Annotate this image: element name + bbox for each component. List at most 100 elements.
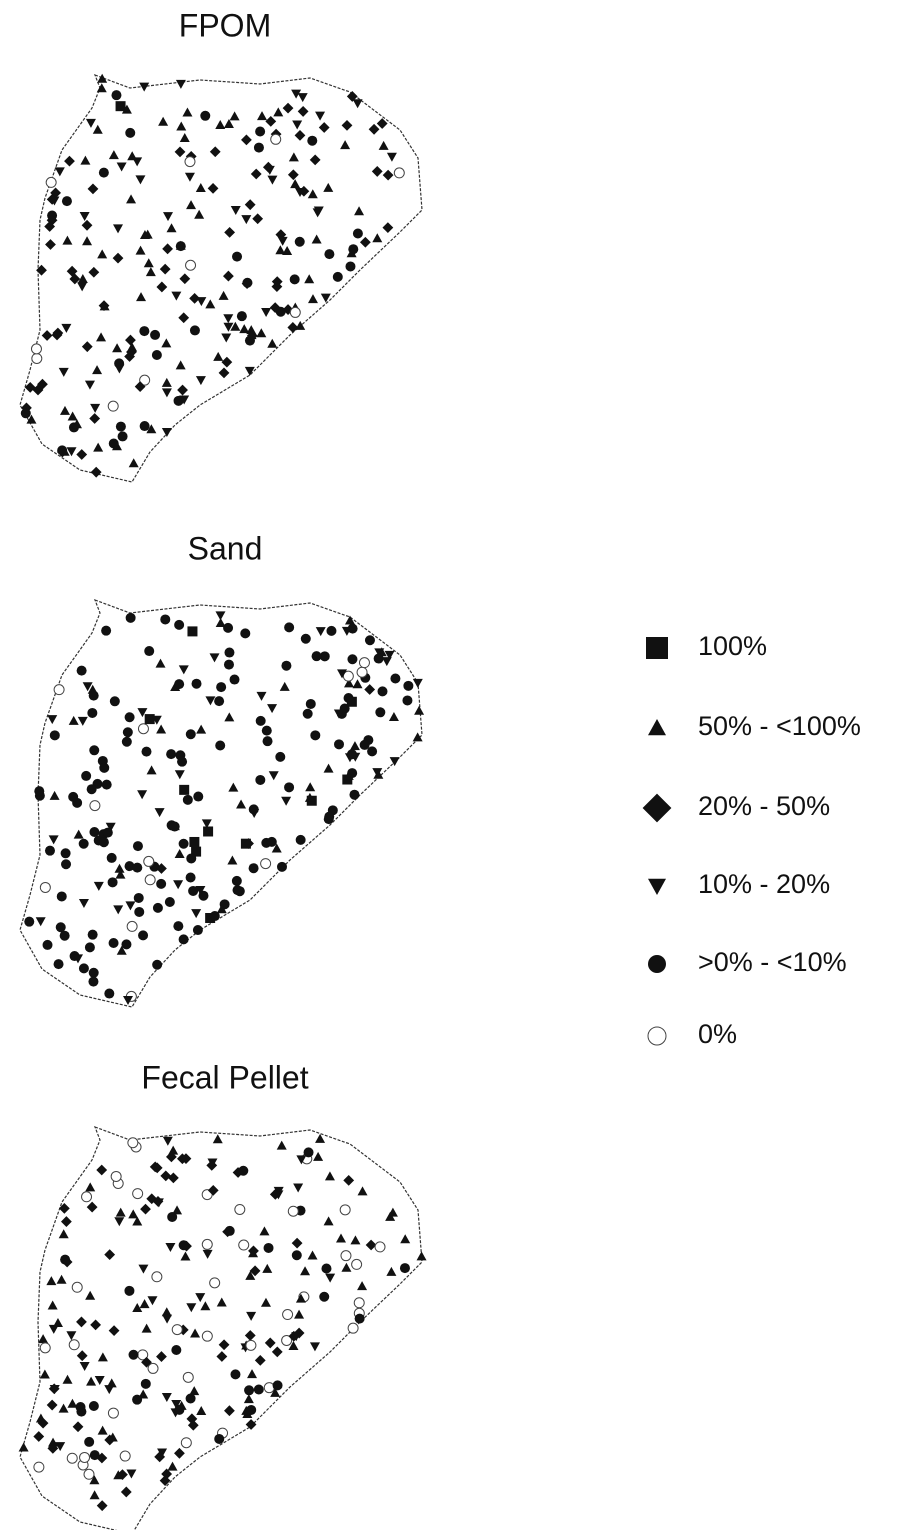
site-marker [231, 875, 242, 886]
site-marker [178, 1240, 189, 1251]
site-marker [114, 863, 125, 873]
site-marker [188, 885, 199, 896]
site-marker [21, 402, 32, 414]
site-marker [309, 154, 321, 166]
site-marker [381, 657, 392, 667]
legend-label: 10% - 20% [698, 869, 830, 899]
site-marker [358, 657, 370, 669]
site-marker [149, 1161, 161, 1173]
site-marker [177, 1324, 189, 1336]
site-marker [377, 686, 388, 697]
site-marker [96, 332, 107, 342]
site-marker [174, 770, 185, 780]
site-marker [96, 83, 107, 93]
map-panel: Fecal Pellet [18, 1059, 427, 1530]
site-marker [382, 169, 394, 181]
site-marker [340, 1250, 352, 1262]
legend: 100% 50% - <100% 20% - 50% 10% - 20% >0% - <… [642, 631, 861, 1049]
site-marker [49, 790, 60, 800]
site-marker [223, 270, 234, 282]
coastline [19, 73, 423, 483]
site-marker [122, 727, 133, 738]
site-marker [110, 1170, 122, 1182]
site-marker [375, 707, 386, 718]
site-marker [115, 869, 126, 879]
site-marker [84, 1436, 95, 1447]
site-marker [35, 1413, 46, 1423]
site-marker [289, 274, 300, 285]
site-marker [140, 1378, 151, 1389]
site-marker [127, 1137, 139, 1149]
site-marker [384, 650, 395, 660]
site-marker [244, 366, 255, 376]
site-marker [53, 684, 65, 696]
site-marker [205, 696, 216, 706]
site-marker [182, 794, 193, 805]
site-marker [344, 615, 355, 625]
site-marker [224, 712, 235, 722]
site-marker [291, 1250, 302, 1261]
site-marker [230, 321, 241, 331]
site-marker [123, 996, 134, 1006]
site-marker [390, 673, 401, 684]
site-marker [78, 963, 89, 974]
site-marker [24, 916, 35, 927]
site-marker [140, 1203, 151, 1215]
site-marker [137, 708, 148, 718]
site-marker [54, 167, 65, 177]
site-marker [81, 341, 93, 353]
site-marker [144, 714, 155, 725]
site-marker [315, 627, 326, 637]
site-marker [282, 1309, 294, 1321]
site-marker [376, 118, 388, 129]
site-marker [265, 115, 277, 127]
site-marker [178, 665, 189, 675]
site-marker [367, 746, 378, 757]
site-marker [216, 1351, 228, 1362]
site-marker [264, 1337, 276, 1349]
site-marker [145, 267, 156, 277]
site-marker [332, 271, 343, 282]
site-marker [334, 739, 345, 750]
site-marker [90, 466, 102, 478]
site-marker [185, 1393, 196, 1404]
site-marker [81, 770, 92, 781]
legend-symbol [647, 1026, 667, 1046]
site-marker [372, 233, 383, 243]
map-panel: FPOM [19, 7, 423, 483]
site-marker [256, 691, 267, 701]
site-marker [107, 400, 119, 412]
site-marker [85, 118, 96, 128]
site-marker [156, 1351, 167, 1362]
site-marker [167, 1211, 178, 1222]
site-marker [364, 684, 376, 695]
site-marker [215, 119, 226, 129]
site-marker [132, 862, 143, 873]
site-marker [180, 1251, 191, 1261]
site-marker [386, 152, 397, 162]
legend-label: 100% [698, 631, 767, 661]
site-marker [77, 274, 88, 284]
site-marker [267, 704, 278, 714]
site-marker [127, 151, 138, 161]
site-marker [246, 1311, 257, 1321]
site-marker [139, 230, 150, 240]
site-marker [284, 622, 295, 633]
panels: FPOM Sand Fecal Pellet [18, 7, 427, 1530]
site-marker [56, 446, 68, 458]
site-marker [156, 724, 167, 734]
site-marker [79, 1362, 90, 1372]
site-marker [243, 838, 254, 849]
site-marker [373, 769, 384, 779]
site-marker [161, 1393, 172, 1403]
site-marker [230, 1369, 241, 1380]
site-marker [357, 1281, 368, 1291]
site-marker [205, 913, 216, 924]
site-marker [161, 1307, 172, 1317]
site-marker [195, 1293, 206, 1303]
site-marker [89, 800, 101, 812]
site-marker [124, 861, 135, 872]
site-marker [31, 352, 43, 364]
site-marker [246, 325, 257, 335]
site-marker [44, 845, 55, 856]
